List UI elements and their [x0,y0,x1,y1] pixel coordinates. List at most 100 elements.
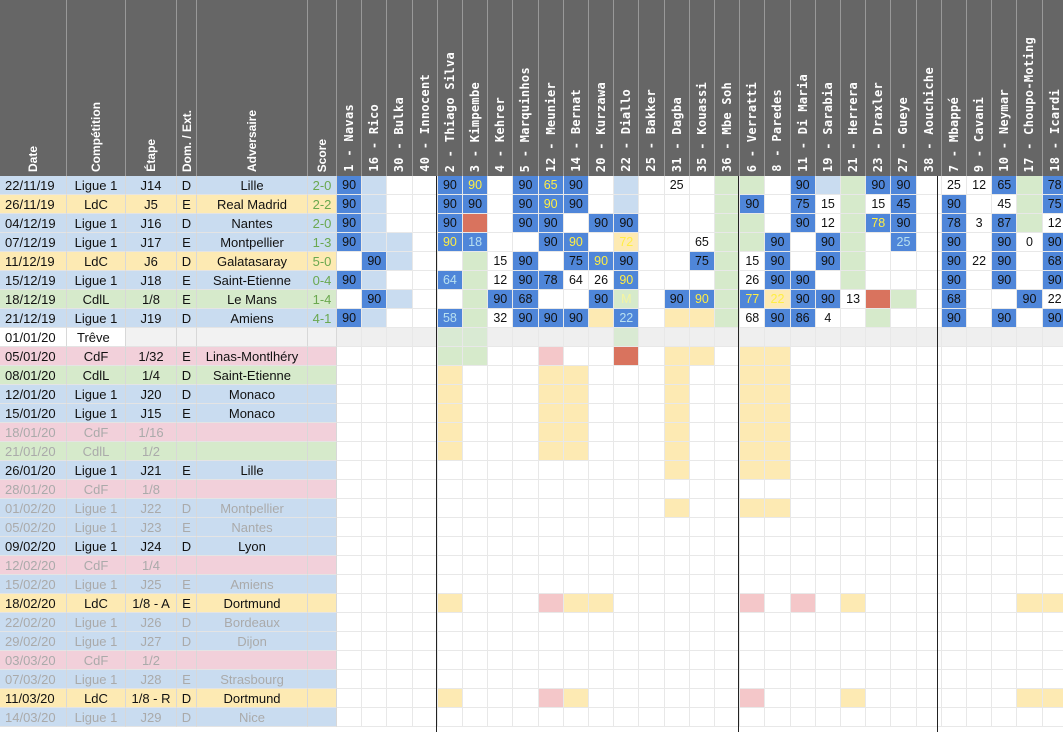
player-minutes-cell: 90 [563,176,589,195]
player-header[interactable]: 10 - Neymar [992,0,1018,176]
player-minutes-cell [488,499,514,518]
match-competition: LdC [67,195,126,214]
player-header[interactable]: 1 - Navas [337,0,363,176]
player-header[interactable]: 23 - Draxler [866,0,892,176]
player-minutes-cell [614,176,640,195]
player-minutes-cell: 90 [1042,309,1063,328]
player-minutes-cell [790,385,816,404]
player-header[interactable]: 19 - Sarabia [815,0,841,176]
player-minutes-cell [841,632,867,651]
player-header[interactable]: 8 - Paredes [765,0,791,176]
player-minutes-cell [639,632,665,651]
player-minutes-cell [412,480,438,499]
player-minutes-cell [589,537,615,556]
header-adversaire[interactable]: Adversaire [197,0,308,176]
player-minutes-cell [866,651,892,670]
player-header[interactable]: 4 - Kehrer [488,0,514,176]
player-header[interactable]: 3 - Kimpembe [463,0,489,176]
player-header[interactable]: 16 - Rico [362,0,388,176]
player-minutes-cell [538,594,564,613]
player-minutes-cell [866,499,892,518]
player-minutes-cell [815,480,841,499]
player-minutes-cell [866,442,892,461]
player-minutes-cell [664,632,690,651]
player-minutes-cell [664,708,690,727]
match-etape: J14 [126,176,177,195]
player-header[interactable]: 30 - Bulka [387,0,413,176]
player-minutes-cell [715,366,741,385]
player-minutes-cell [412,290,438,309]
player-minutes-cell [815,499,841,518]
player-header[interactable]: 2 - Thiago Silva [437,0,463,176]
player-minutes-cell [740,442,766,461]
player-minutes-cell [412,689,438,708]
player-header-label: 8 - Paredes [770,89,785,172]
player-minutes-cell [891,670,917,689]
player-header[interactable]: 27 - Gueye [891,0,917,176]
header-date[interactable]: Date [0,0,67,176]
player-minutes-cell [387,556,413,575]
player-header[interactable]: 12 - Meunier [538,0,564,176]
player-header[interactable]: 25 - Bakker [639,0,665,176]
player-header[interactable]: 6 - Verratti [740,0,766,176]
player-header[interactable]: 18 - Icardi [1042,0,1063,176]
player-header[interactable]: 17 - Choupo-Moting [1017,0,1043,176]
player-minutes-cell [362,385,388,404]
player-header[interactable]: 40 - Innocent [412,0,438,176]
match-dom-ext: D [177,632,197,651]
player-minutes-cell [941,689,967,708]
match-dom-ext: E [177,233,197,252]
player-minutes-cell [740,651,766,670]
player-minutes-cell [765,404,791,423]
player-header-label: 11 - Di Maria [795,74,810,172]
player-header[interactable]: 36 - Mbe Soh [715,0,741,176]
match-competition: CdlL [67,442,126,461]
player-minutes-cell [866,480,892,499]
player-header[interactable]: 9 - Cavani [967,0,993,176]
player-minutes-cell [463,480,489,499]
player-minutes-cell [538,252,564,271]
player-minutes-cell [664,670,690,689]
player-minutes-cell [488,214,514,233]
header-etape[interactable]: Étape [126,0,177,176]
player-minutes-cell [866,233,892,252]
player-minutes-cell: 90 [891,214,917,233]
player-header[interactable]: 21 - Herrera [841,0,867,176]
player-minutes-cell [437,594,463,613]
match-etape [126,328,177,347]
player-minutes-cell [715,461,741,480]
player-minutes-cell [488,404,514,423]
player-minutes-cell [563,499,589,518]
player-header[interactable]: 22 - Diallo [614,0,640,176]
player-minutes-cell [614,442,640,461]
player-minutes-cell [790,575,816,594]
player-minutes-cell [513,537,539,556]
header-score[interactable]: Score [308,0,337,176]
player-minutes-cell [387,195,413,214]
player-minutes-cell [715,708,741,727]
match-adversaire: Saint-Etienne [197,271,308,290]
player-minutes-cell [841,233,867,252]
match-competition: CdF [67,651,126,670]
player-minutes-cell: 12 [815,214,841,233]
player-minutes-cell [488,594,514,613]
player-header[interactable]: 11 - Di Maria [790,0,816,176]
player-minutes-cell [1042,442,1063,461]
player-header[interactable]: 31 - Dagba [664,0,690,176]
player-minutes-cell [765,328,791,347]
player-minutes-cell [689,594,715,613]
match-score [308,651,337,670]
player-header[interactable]: 14 - Bernat [563,0,589,176]
player-header[interactable]: 20 - Kurzawa [589,0,615,176]
player-minutes-cell [538,651,564,670]
player-minutes-cell [412,366,438,385]
header-competition[interactable]: Compétition [67,0,126,176]
player-minutes-cell [866,461,892,480]
player-minutes-cell [815,651,841,670]
header-dom-ext[interactable]: Dom. / Ext. [177,0,197,176]
player-header[interactable]: 5 - Marquinhos [513,0,539,176]
player-header[interactable]: 38 - Aouchiche [916,0,942,176]
player-minutes-cell [967,309,993,328]
player-header[interactable]: 35 - Kouassi [689,0,715,176]
player-header[interactable]: 7 - Mbappé [941,0,967,176]
